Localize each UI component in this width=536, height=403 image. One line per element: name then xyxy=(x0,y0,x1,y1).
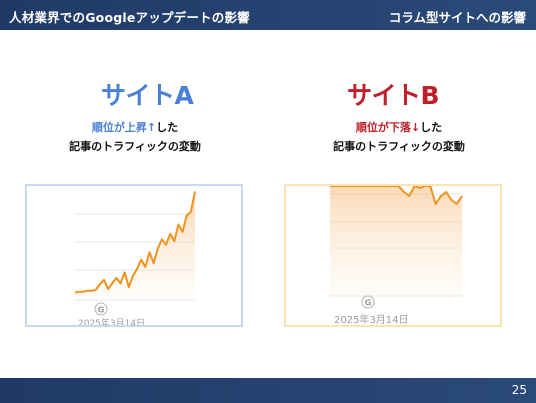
site-a-line1-rest: した xyxy=(156,121,179,134)
page-number: 25 xyxy=(511,383,527,397)
google-update-marker: G xyxy=(361,295,375,309)
site-b-line1: 順位が下落↓した xyxy=(284,118,514,137)
site-b-description: 順位が下落↓した 記事のトラフィックの変動 xyxy=(284,118,514,156)
site-a-rank-change: 順位が上昇↑ xyxy=(91,121,157,134)
site-b-title: サイトB xyxy=(347,81,440,110)
site-a-traffic-chart: G 2025年3月14日 xyxy=(25,184,243,327)
google-g-icon: G xyxy=(98,306,105,315)
site-b-rank-change: 順位が下落↓ xyxy=(355,121,421,134)
site-b-line1-rest: した xyxy=(420,121,443,134)
site-a-traffic-area xyxy=(75,191,195,300)
site-a-chart-svg: G 2025年3月14日 xyxy=(74,191,196,325)
slide-footer: 25 xyxy=(0,378,536,403)
site-b-traffic-area xyxy=(330,186,462,296)
site-a-date-label: 2025年3月14日 xyxy=(78,317,145,325)
site-a-traffic-line xyxy=(74,191,196,294)
section-title: コラム型サイトへの影響 xyxy=(388,10,526,25)
site-a-line1: 順位が上昇↑した xyxy=(25,118,245,137)
site-a-line2: 記事のトラフィックの変動 xyxy=(69,140,201,153)
site-b-traffic-chart: G 2025年3月14日 xyxy=(284,184,502,327)
site-b-traffic-line xyxy=(330,186,463,205)
slide-title: 人材業界でのGoogleアップデートの影響 xyxy=(9,10,250,25)
site-b-line2: 記事のトラフィックの変動 xyxy=(333,140,465,153)
slide-header: 人材業界でのGoogleアップデートの影響 コラム型サイトへの影響 xyxy=(0,0,536,30)
google-g-icon: G xyxy=(365,299,372,308)
site-b-chart-svg: G 2025年3月14日 xyxy=(330,186,463,325)
site-a-description: 順位が上昇↑した 記事のトラフィックの変動 xyxy=(25,118,245,156)
site-a-title: サイトA xyxy=(101,81,194,110)
site-b-date-label: 2025年3月14日 xyxy=(334,313,409,325)
google-update-marker: G xyxy=(94,302,108,316)
